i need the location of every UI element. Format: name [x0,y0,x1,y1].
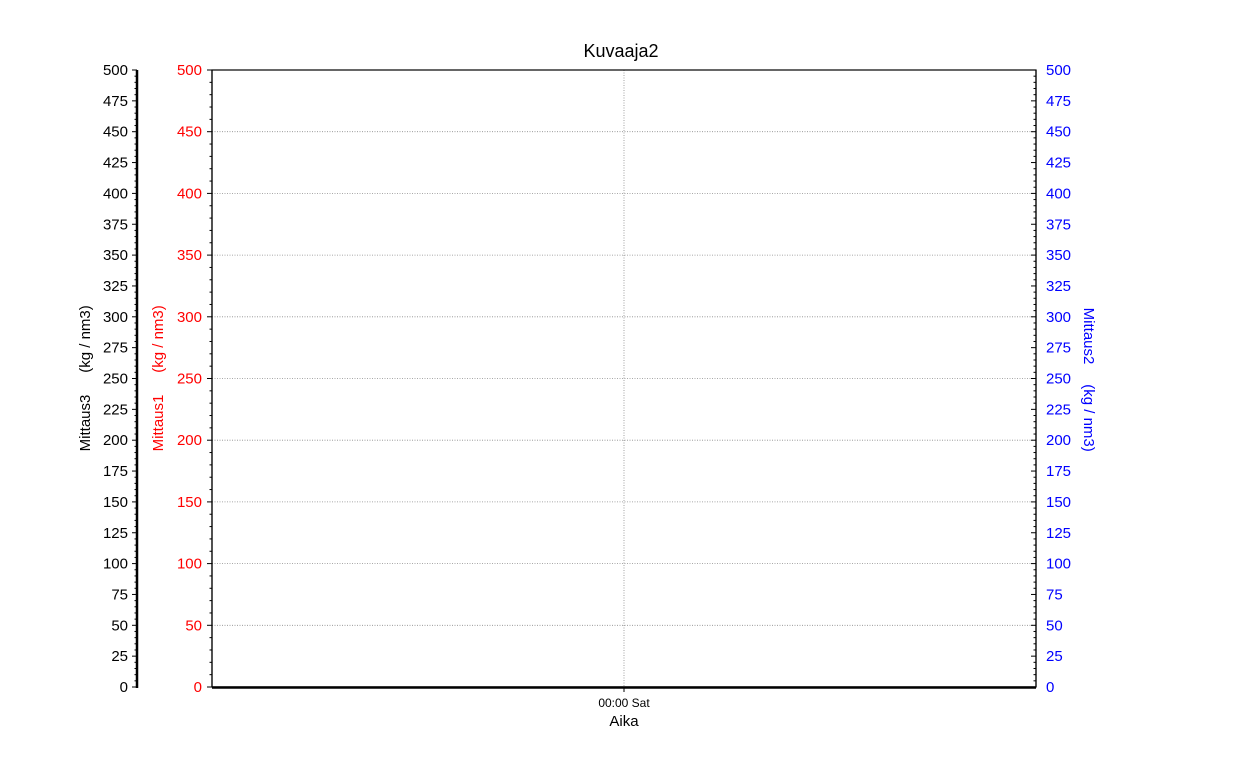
y-tick-label-mittaus2: 325 [1046,278,1071,295]
y-tick-label-mittaus2: 200 [1046,432,1071,449]
y-tick-label-mittaus2: 175 [1046,463,1071,480]
y-tick-label-mittaus3: 325 [103,278,128,295]
y-tick-label-mittaus3: 275 [103,340,128,357]
y-tick-label-mittaus3: 200 [103,432,128,449]
y-tick-label-mittaus3: 450 [103,124,128,141]
axis-title-mittaus3-label: Mittaus3 [77,395,94,452]
y-tick-label-mittaus3: 250 [103,371,128,388]
axis-title-mittaus2-unit: (kg / nm3) [1080,384,1097,452]
y-tick-label-mittaus1: 400 [177,185,202,202]
chart-title: Kuvaaja2 [583,41,658,61]
y-tick-label-mittaus2: 425 [1046,155,1071,172]
y-tick-label-mittaus3: 375 [103,216,128,233]
y-tick-label-mittaus3: 425 [103,155,128,172]
x-axis: 00:00 Sat [598,687,650,710]
x-axis-title: Aika [609,713,639,730]
y-tick-label-mittaus3: 225 [103,401,128,418]
y-tick-label-mittaus2: 250 [1046,371,1071,388]
y-axis-mittaus2: 0 25 50 75 100 125 150 175 200 225 250 275 300 325 350… [1031,62,1071,696]
y-tick-label-mittaus1: 150 [177,494,202,511]
y-tick-label-mittaus2: 225 [1046,401,1071,418]
y-tick-label-mittaus1: 200 [177,432,202,449]
y-tick-label-mittaus3: 150 [103,494,128,511]
y-tick-label-mittaus1: 300 [177,309,202,326]
y-axis-mittaus1: 0 50 100 150 200 250 300 350 400 450 500 [177,62,213,696]
y-tick-label-mittaus3: 50 [111,617,128,634]
y-tick-label-mittaus2: 450 [1046,124,1071,141]
grid [212,70,1036,687]
axis-title-mittaus1-label: Mittaus1 [150,395,167,452]
y-tick-label-mittaus3: 175 [103,463,128,480]
y-tick-label-mittaus1: 350 [177,247,202,264]
axis-title-mittaus1-unit: (kg / nm3) [150,305,167,373]
y-tick-label-mittaus2: 125 [1046,525,1071,542]
y-tick-label-mittaus3: 300 [103,309,128,326]
y-tick-label-mittaus3: 500 [103,62,128,79]
y-tick-label-mittaus3: 350 [103,247,128,264]
y-tick-label-mittaus2: 500 [1046,62,1071,79]
y-tick-label-mittaus2: 350 [1046,247,1071,264]
x-tick-label: 00:00 Sat [598,696,650,710]
axis-title-mittaus3-unit: (kg / nm3) [77,305,94,373]
y-tick-label-mittaus2: 25 [1046,648,1063,665]
y-tick-label-mittaus2: 75 [1046,586,1063,603]
y-tick-label-mittaus2: 50 [1046,617,1063,634]
y-tick-label-mittaus2: 300 [1046,309,1071,326]
y-tick-label-mittaus3: 400 [103,185,128,202]
y-axis-mittaus3: 0 25 50 75 100 125 150 175 200 225 250 275 300 325 350… [103,62,139,696]
y-tick-label-mittaus2: 150 [1046,494,1071,511]
y-tick-label-mittaus2: 375 [1046,216,1071,233]
y-tick-label-mittaus2: 275 [1046,340,1071,357]
y-tick-label-mittaus2: 100 [1046,556,1071,573]
y-tick-label-mittaus1: 250 [177,371,202,388]
y-tick-label-mittaus3: 125 [103,525,128,542]
y-tick-label-mittaus1: 0 [194,679,202,696]
axis-title-mittaus2-label: Mittaus2 [1080,308,1097,365]
y-tick-label-mittaus3: 25 [111,648,128,665]
y-tick-label-mittaus3: 475 [103,93,128,110]
y-tick-label-mittaus1: 50 [185,617,202,634]
y-tick-label-mittaus2: 475 [1046,93,1071,110]
y-tick-label-mittaus3: 0 [120,679,128,696]
y-tick-label-mittaus1: 450 [177,124,202,141]
y-tick-label-mittaus3: 75 [111,586,128,603]
y-tick-label-mittaus2: 400 [1046,185,1071,202]
y-tick-label-mittaus3: 100 [103,556,128,573]
y-tick-label-mittaus2: 0 [1046,679,1054,696]
y-tick-label-mittaus1: 500 [177,62,202,79]
y-tick-label-mittaus1: 100 [177,556,202,573]
